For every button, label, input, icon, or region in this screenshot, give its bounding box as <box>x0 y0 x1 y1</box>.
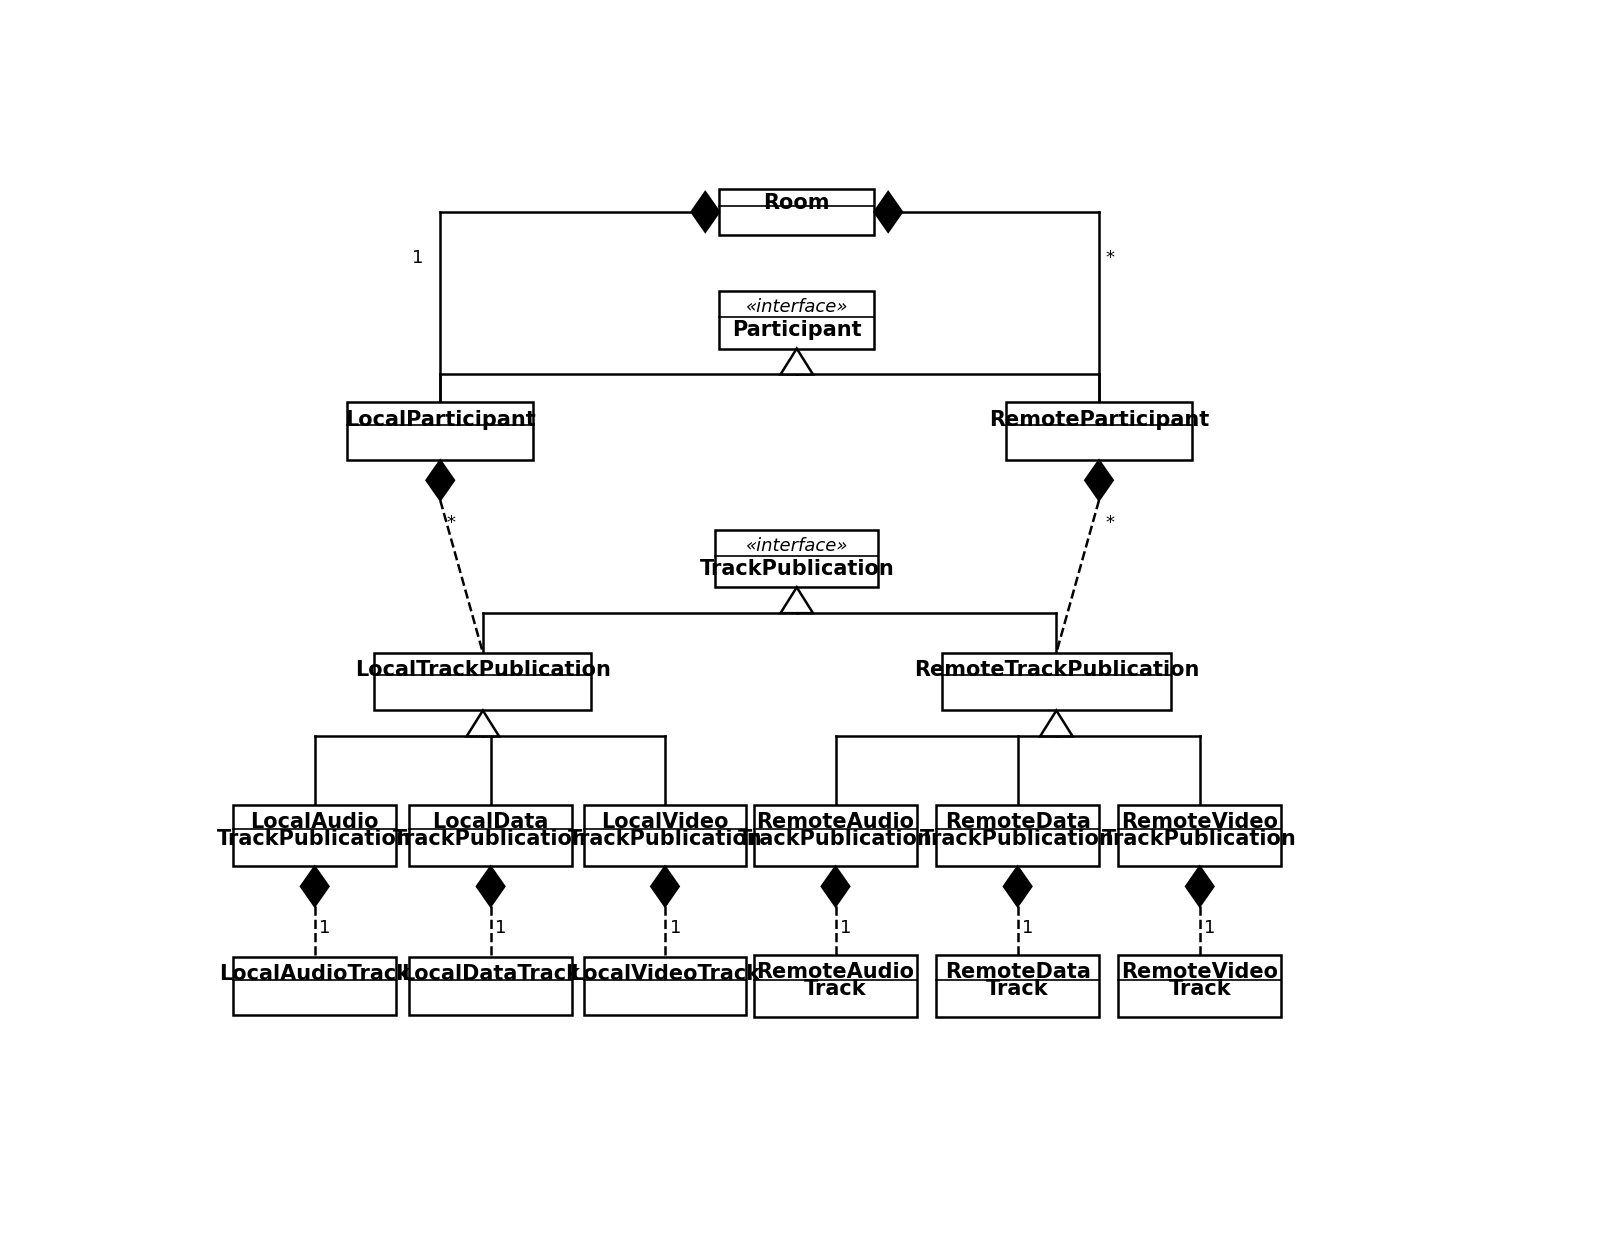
Text: 1: 1 <box>1022 919 1034 937</box>
Text: Track: Track <box>986 980 1050 1000</box>
Text: 1: 1 <box>496 919 507 937</box>
Text: LocalData: LocalData <box>432 812 549 832</box>
Bar <box>584 805 746 866</box>
Text: LocalDataTrack: LocalDataTrack <box>402 964 581 985</box>
Polygon shape <box>821 866 850 906</box>
Polygon shape <box>651 866 678 906</box>
Text: 1: 1 <box>840 919 851 937</box>
Text: «interface»: «interface» <box>746 536 848 555</box>
Text: 1: 1 <box>1205 919 1216 937</box>
Text: Participant: Participant <box>731 320 861 340</box>
Bar <box>754 956 917 1016</box>
Polygon shape <box>1040 710 1072 737</box>
Text: LocalAudioTrack: LocalAudioTrack <box>219 964 410 985</box>
Bar <box>410 957 573 1015</box>
Text: TrackPublication: TrackPublication <box>1102 828 1298 849</box>
Text: *: * <box>1106 249 1114 267</box>
Polygon shape <box>691 191 720 232</box>
Bar <box>942 652 1171 710</box>
Bar <box>936 956 1099 1016</box>
Text: RemoteData: RemoteData <box>944 962 1091 982</box>
Text: RemoteParticipant: RemoteParticipant <box>989 410 1210 429</box>
Polygon shape <box>781 349 813 374</box>
Bar <box>374 652 592 710</box>
Text: *: * <box>446 515 456 533</box>
Polygon shape <box>477 866 504 906</box>
Bar <box>1118 956 1282 1016</box>
Bar <box>936 805 1099 866</box>
Bar <box>720 189 874 235</box>
Bar <box>720 291 874 349</box>
Bar <box>584 957 746 1015</box>
Text: TrackPublication: TrackPublication <box>218 828 413 849</box>
Polygon shape <box>1003 866 1032 906</box>
Bar <box>347 403 533 461</box>
Text: RemoteVideo: RemoteVideo <box>1122 812 1278 832</box>
Text: LocalVideoTrack: LocalVideoTrack <box>570 964 760 985</box>
Text: RemoteAudio: RemoteAudio <box>757 962 915 982</box>
Text: «interface»: «interface» <box>746 298 848 316</box>
Text: 1: 1 <box>670 919 682 937</box>
Text: TrackPublication: TrackPublication <box>699 559 894 579</box>
Text: LocalAudio: LocalAudio <box>251 812 379 832</box>
Bar <box>234 805 397 866</box>
Text: Room: Room <box>763 193 830 213</box>
Bar <box>1006 403 1192 461</box>
Bar <box>1118 805 1282 866</box>
Text: Track: Track <box>1168 980 1230 1000</box>
Bar <box>234 957 397 1015</box>
Text: 1: 1 <box>411 249 422 267</box>
Text: RemoteData: RemoteData <box>944 812 1091 832</box>
Text: 1: 1 <box>320 919 331 937</box>
Text: RemoteVideo: RemoteVideo <box>1122 962 1278 982</box>
Text: TrackPublication: TrackPublication <box>920 828 1115 849</box>
Text: LocalTrackPublication: LocalTrackPublication <box>355 660 611 680</box>
Polygon shape <box>467 710 499 737</box>
Text: TrackPublication: TrackPublication <box>738 828 933 849</box>
Text: Track: Track <box>805 980 867 1000</box>
Polygon shape <box>301 866 328 906</box>
Text: LocalVideo: LocalVideo <box>602 812 728 832</box>
Text: TrackPublication: TrackPublication <box>568 828 762 849</box>
Text: TrackPublication: TrackPublication <box>394 828 589 849</box>
Text: RemoteAudio: RemoteAudio <box>757 812 915 832</box>
Bar <box>715 530 878 587</box>
Polygon shape <box>426 461 454 500</box>
Text: *: * <box>1106 515 1114 533</box>
Polygon shape <box>1186 866 1214 906</box>
Text: RemoteTrackPublication: RemoteTrackPublication <box>914 660 1198 680</box>
Polygon shape <box>781 587 813 613</box>
Bar <box>754 805 917 866</box>
Polygon shape <box>1085 461 1114 500</box>
Text: LocalParticipant: LocalParticipant <box>346 410 536 429</box>
Bar <box>410 805 573 866</box>
Polygon shape <box>874 191 902 232</box>
